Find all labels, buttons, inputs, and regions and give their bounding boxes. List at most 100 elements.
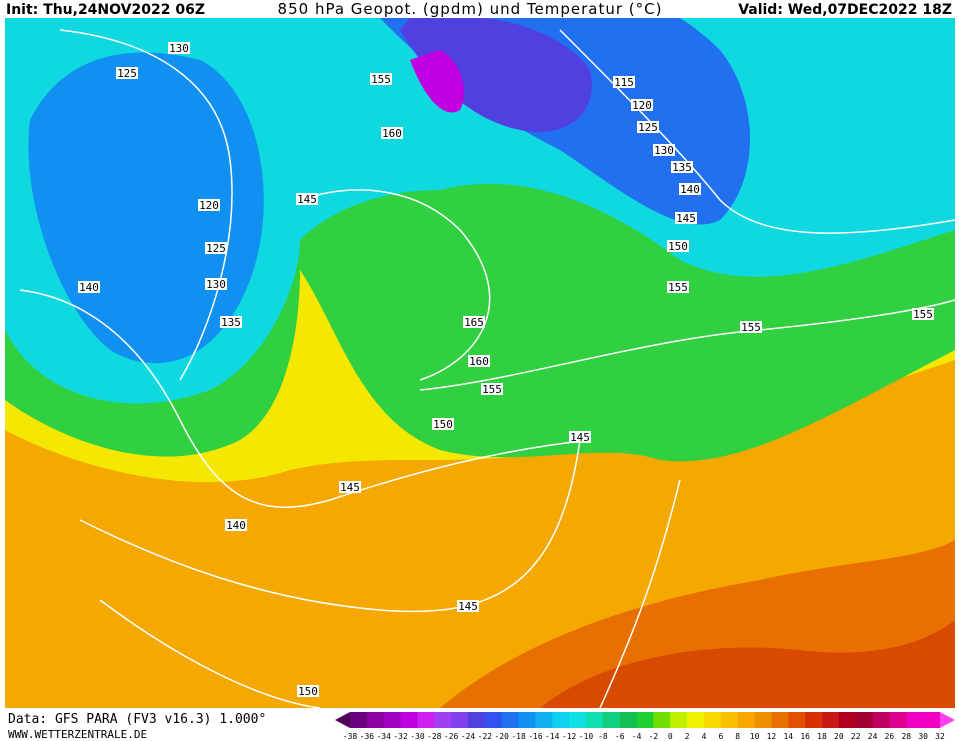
legend-label: -32 xyxy=(393,732,408,741)
contour-label-box xyxy=(225,519,247,531)
contour-label-box xyxy=(220,316,242,328)
contour-label-box xyxy=(667,281,689,293)
header-bar xyxy=(0,0,959,18)
contour-label: 145 xyxy=(676,212,696,225)
legend-swatch xyxy=(872,712,890,728)
contour-label-box xyxy=(198,199,220,211)
legend-swatch xyxy=(586,712,604,728)
legend-label: -26 xyxy=(444,732,459,741)
contour-label-box xyxy=(631,99,653,111)
legend-swatch xyxy=(889,712,907,728)
legend-swatch xyxy=(468,712,486,728)
contour-label: 160 xyxy=(469,355,489,368)
contour-label-box xyxy=(116,67,138,79)
contour-label: 120 xyxy=(199,199,219,212)
contour-label-box xyxy=(569,431,591,443)
legend-swatch xyxy=(754,712,772,728)
legend-arrow-right xyxy=(940,712,955,728)
legend-label: -18 xyxy=(511,732,526,741)
contour-label: 130 xyxy=(654,144,674,157)
legend-arrow-left xyxy=(335,712,350,728)
contour-label: 145 xyxy=(340,481,360,494)
contour-label: 145 xyxy=(570,431,590,444)
legend-swatch xyxy=(451,712,469,728)
valid-time: Valid: Wed,07DEC2022 18Z xyxy=(738,2,952,18)
legend-label: 2 xyxy=(685,732,690,741)
legend-label: 26 xyxy=(885,732,895,741)
contour-label: 150 xyxy=(668,240,688,253)
contour-labels: 130 125 120 125 130 135 140 145 155 160 165 160 155 1… xyxy=(78,42,934,698)
map-title: 850 hPa Geopot. (gpdm) und Temperatur (°… xyxy=(278,0,663,18)
legend-label: -8 xyxy=(598,732,608,741)
contour-label: 115 xyxy=(614,76,634,89)
legend-swatch xyxy=(788,712,806,728)
legend-swatch xyxy=(350,712,368,728)
contour-label: 130 xyxy=(169,42,189,55)
legend-label: 8 xyxy=(735,732,740,741)
legend-label: 30 xyxy=(918,732,928,741)
legend-swatch xyxy=(383,712,402,728)
legend-label: -38 xyxy=(343,732,358,741)
legend-swatch xyxy=(906,712,924,728)
legend-swatch xyxy=(923,712,940,728)
contour-label-box xyxy=(457,600,479,612)
legend-label: -20 xyxy=(494,732,509,741)
contour-label: 150 xyxy=(298,685,318,698)
contour-label-box xyxy=(481,383,503,395)
legend-swatch xyxy=(838,712,857,728)
legend-label: 18 xyxy=(817,732,827,741)
legend-label: 32 xyxy=(935,732,945,741)
contour-label-box xyxy=(468,355,490,367)
legend-label: -6 xyxy=(615,732,625,741)
contour-label: 125 xyxy=(638,121,658,134)
contour-label-box xyxy=(205,278,227,290)
legend-label: 4 xyxy=(702,732,707,741)
legend-swatch xyxy=(518,712,536,728)
contour-label: 130 xyxy=(206,278,226,291)
legend-swatch xyxy=(501,712,520,728)
contour-label-box xyxy=(613,76,635,88)
contour-label: 165 xyxy=(464,316,484,329)
legend-label: -36 xyxy=(360,732,375,741)
legend-label: -16 xyxy=(528,732,543,741)
legend-label: 28 xyxy=(901,732,911,741)
contour-label-box xyxy=(740,321,762,333)
contour-label-box xyxy=(463,316,485,328)
legend-swatch xyxy=(636,712,654,728)
legend-swatch xyxy=(653,712,671,728)
legend-swatch xyxy=(552,712,570,728)
contour-label: 155 xyxy=(741,321,761,334)
contour-label-box xyxy=(675,212,697,224)
hot-core xyxy=(540,620,955,708)
legend-label: -12 xyxy=(562,732,577,741)
init-time: Init: Thu,24NOV2022 06Z xyxy=(6,2,205,18)
contour-label-box xyxy=(339,481,361,493)
legend-label: 6 xyxy=(718,732,723,741)
legend-label: -30 xyxy=(410,732,425,741)
contour-label-box xyxy=(296,193,318,205)
legend-label: 24 xyxy=(868,732,878,741)
legend-label: -10 xyxy=(579,732,594,741)
legend-label: 20 xyxy=(834,732,844,741)
legend-swatch xyxy=(400,712,418,728)
cold-core xyxy=(400,18,592,132)
contour-label-box xyxy=(912,308,934,320)
contour-label: 135 xyxy=(672,161,692,174)
legend-swatch xyxy=(602,712,621,728)
contour-label-box xyxy=(679,183,701,195)
legend-label: -28 xyxy=(427,732,442,741)
contour-label: 140 xyxy=(226,519,246,532)
legend-swatch xyxy=(434,712,452,728)
legend-label: -34 xyxy=(376,732,391,741)
legend-label: -4 xyxy=(632,732,642,741)
contour-label: 155 xyxy=(913,308,933,321)
legend-swatch xyxy=(484,712,503,728)
contour-label: 135 xyxy=(221,316,241,329)
legend-label: 16 xyxy=(800,732,810,741)
legend-label: -22 xyxy=(478,732,493,741)
legend-swatch xyxy=(670,712,688,728)
contour-label: 160 xyxy=(382,127,402,140)
contour-label: 150 xyxy=(433,418,453,431)
contour-label-box xyxy=(432,418,454,430)
